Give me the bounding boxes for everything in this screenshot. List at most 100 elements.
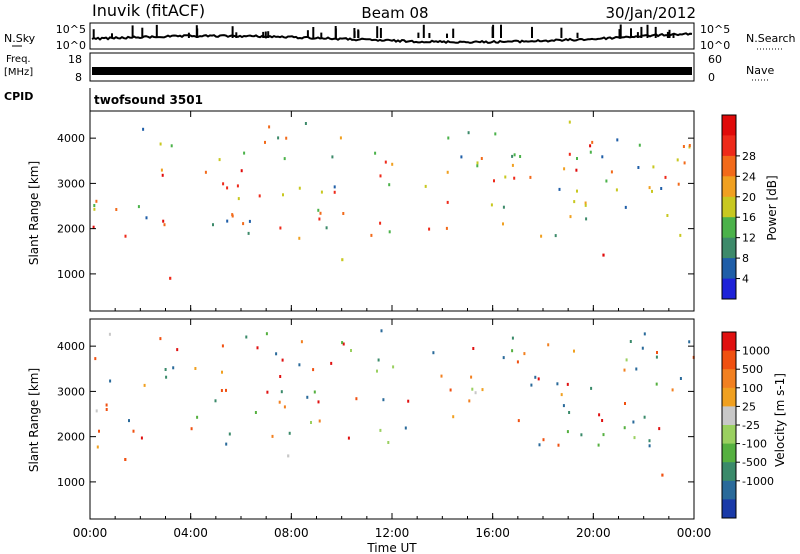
velocity-colorbar-segment: [722, 387, 736, 407]
power-echo-cell: [388, 183, 391, 187]
velocity-echo-cell: [407, 399, 410, 403]
velocity-echo-cell: [556, 382, 559, 386]
velocity-echo-cell: [474, 391, 477, 395]
velocity-echo-cell: [128, 419, 130, 423]
velocity-echo-cell: [623, 368, 626, 372]
velocity-echo-cell: [254, 411, 257, 414]
power-echo-cell: [490, 203, 493, 207]
velocity-echo-cell: [225, 388, 227, 392]
power-echo-cell: [282, 193, 284, 197]
power-echo-cell: [159, 142, 162, 146]
power-echo-cell: [445, 226, 448, 230]
velocity-echo-cell: [380, 329, 383, 333]
nsearch-tick-top: 10^5: [700, 23, 730, 36]
power-echo-cell: [374, 151, 377, 155]
power-echo-cell: [162, 219, 165, 223]
power-echo-cell: [480, 157, 483, 160]
time-x-axis: 00:00 04:00 08:00 12:00 16:00 20:00 00:00: [73, 111, 712, 540]
velocity-echo-cell: [194, 367, 197, 370]
velocity-echo-cell: [317, 400, 320, 404]
power-echo-cell: [204, 170, 207, 174]
power-echo-cell: [226, 186, 229, 190]
velocity-echo-cell: [440, 374, 443, 378]
velocity-echo-cell: [655, 382, 658, 386]
power-echo-cell: [683, 161, 686, 165]
velocity-y-tick-label: 2000: [57, 431, 85, 444]
power-colorbar-segment: [722, 155, 736, 177]
power-colorbar-label: Power [dB]: [765, 175, 779, 240]
power-echo-cell: [511, 163, 514, 167]
velocity-echo-cell: [98, 429, 100, 433]
power-echo-cell: [304, 122, 307, 125]
power-echo-cell: [576, 189, 578, 193]
velocity-echo-cell: [287, 454, 290, 458]
velocity-echo-cell: [278, 400, 281, 404]
power-y-tick-label: 1000: [57, 268, 85, 281]
velocity-echo-cell: [656, 351, 658, 354]
power-colorbar-tick-label: 4: [742, 273, 749, 286]
power-echo-cell: [319, 211, 322, 215]
velocity-echo-cell: [220, 389, 223, 392]
velocity-echo-cell: [196, 415, 199, 419]
velocity-echo-cell: [300, 340, 303, 344]
power-y-tick-label: 4000: [57, 132, 85, 145]
power-echo-cell: [573, 200, 576, 204]
velocity-y-axis: 1000 2000 3000 4000: [57, 340, 694, 489]
freq-tick-bottom: 8: [75, 71, 82, 84]
velocity-echo-cell: [671, 388, 674, 392]
power-echo-cell: [283, 157, 286, 161]
power-echo-cell: [589, 144, 592, 148]
power-y-tick-label: 2000: [57, 223, 85, 236]
velocity-echo-cell: [165, 375, 168, 379]
power-echo-cell: [601, 155, 604, 159]
power-colorbar-segment: [722, 115, 736, 136]
velocity-echo-cell: [164, 368, 167, 371]
velocity-colorbar-tick-label: -25: [742, 419, 760, 432]
nsky-tick-top: 10^5: [56, 23, 86, 36]
power-echo-cell: [513, 176, 516, 180]
velocity-y-tick-label: 1000: [57, 476, 85, 489]
power-echo-cell: [325, 226, 328, 230]
x-tick-label: 16:00: [475, 526, 510, 540]
velocity-echo-cell: [140, 436, 143, 440]
power-echo-cell: [237, 197, 240, 201]
power-echo-cell: [540, 234, 543, 238]
power-echo-cell: [504, 175, 507, 179]
power-echo-cell: [236, 184, 239, 188]
velocity-echo-cell: [530, 383, 533, 387]
power-echo-cell: [660, 187, 663, 190]
power-echo-cell: [615, 188, 618, 192]
power-y-label: Slant Range [km]: [27, 161, 41, 265]
velocity-echo-cell: [624, 402, 626, 405]
velocity-echo-cell: [382, 398, 385, 402]
velocity-echo-cell: [560, 393, 563, 397]
velocity-echo-cell: [318, 419, 321, 423]
nsky-tick-bottom: 10^0: [56, 39, 86, 52]
power-echo-cell: [240, 169, 243, 173]
velocity-echo-cell: [214, 399, 217, 403]
velocity-echo-cell: [468, 399, 471, 403]
velocity-colorbar-tick-label: -1000: [742, 475, 774, 488]
velocity-echo-cell: [534, 375, 537, 379]
power-echo-cell: [124, 234, 127, 238]
velocity-echo-cell: [502, 356, 505, 360]
velocity-echo-cell: [449, 388, 452, 392]
velocity-echo-cell: [580, 433, 583, 437]
power-colorbar-tick-label: 24: [742, 170, 756, 183]
power-echo-cell: [226, 219, 229, 223]
x-tick-label: 00:00: [677, 526, 712, 540]
velocity-echo-cell: [566, 430, 569, 434]
power-echo-cell: [218, 158, 221, 162]
velocity-echo-cell: [221, 370, 223, 374]
power-echo-cell: [648, 186, 651, 190]
power-echo-cell: [529, 175, 532, 179]
power-echo-cell: [137, 205, 140, 209]
power-colorbar-tick-label: 20: [742, 191, 756, 204]
power-echo-cell: [428, 227, 431, 231]
power-echo-cell: [277, 136, 280, 140]
velocity-echo-cell: [176, 348, 179, 352]
velocity-echo-cell: [275, 352, 278, 356]
velocity-colorbar-segment: [722, 443, 736, 463]
power-echo-cell: [502, 222, 504, 226]
power-echo-cell: [602, 253, 605, 257]
